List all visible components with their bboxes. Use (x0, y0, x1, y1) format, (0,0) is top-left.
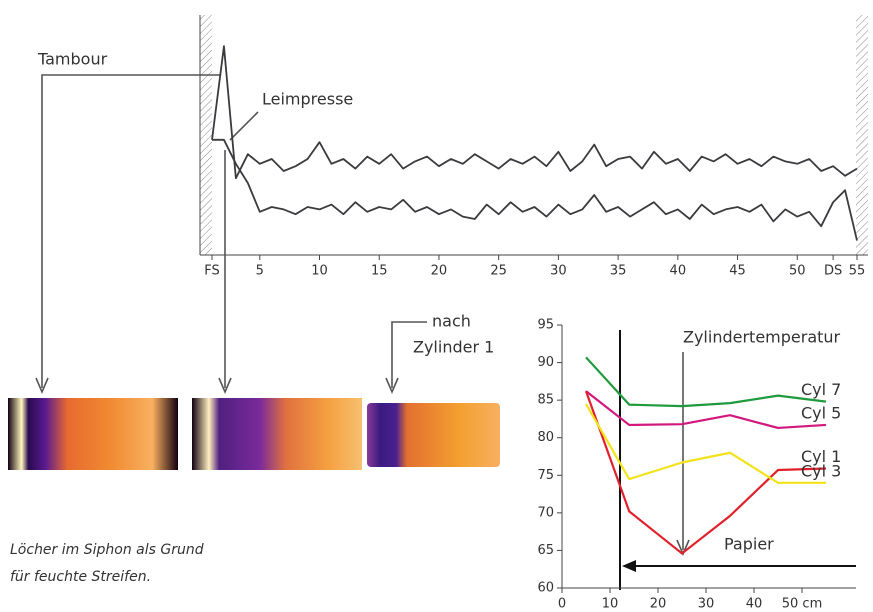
x-tick-label: 5 (256, 264, 264, 279)
arrow-head (385, 377, 399, 395)
arrow-head (218, 377, 232, 395)
annotation: Zylindertemperatur (683, 328, 841, 347)
x-tick-label: 40 (670, 264, 687, 279)
x-tick-label: 10 (602, 597, 619, 612)
x-tick-label: 35 (610, 264, 627, 279)
y-tick-label: 80 (537, 430, 554, 445)
y-tick-label: 90 (537, 355, 554, 370)
legend-label: Cyl 1 (801, 447, 841, 466)
x-tick-label: DS (824, 264, 842, 279)
x-tick-label: 15 (371, 264, 388, 279)
arrow (391, 321, 427, 388)
y-tick-label: 60 (537, 581, 554, 596)
x-tick-label: FS (204, 264, 220, 279)
annotation: Zylinder 1 (413, 338, 494, 357)
legend-label: Cyl 3 (801, 461, 841, 480)
wall (856, 15, 868, 255)
leader (229, 111, 259, 141)
arrow-head (35, 377, 49, 395)
annotation: Papier (724, 535, 774, 554)
y-tick-label: 70 (537, 505, 554, 520)
x-tick-label: 30 (550, 264, 567, 279)
series-line (585, 403, 826, 484)
series-line (585, 390, 827, 430)
legend-label: Cyl 5 (801, 403, 841, 422)
x-tick-label: 45 (729, 264, 746, 279)
series-line (584, 390, 827, 555)
annotation: Leimpresse (262, 90, 353, 109)
wall (200, 15, 212, 255)
annotation: nach (432, 312, 471, 331)
legend-label: Cyl 7 (801, 380, 841, 399)
x-tick-label: 20 (431, 264, 448, 279)
x-tick-label: 20 (650, 597, 667, 612)
thermal-image (8, 398, 178, 470)
x-tick-label: 25 (490, 264, 507, 279)
x-tick-label: 50 (789, 264, 806, 279)
y-tick-label: 75 (537, 468, 554, 483)
y-tick-label: 65 (537, 543, 554, 558)
x-tick-label: 0 (558, 597, 566, 612)
y-tick-label: 95 (537, 318, 554, 333)
annotation: Tambour (37, 50, 108, 69)
x-tick-label: 40 (746, 597, 763, 612)
y-tick-label: 85 (537, 393, 554, 408)
caption: für feuchte Streifen. (10, 569, 151, 585)
x-tick-label: 50 cm (782, 597, 823, 612)
thermal-image (367, 403, 500, 467)
series-line (211, 45, 858, 180)
arrow-head (622, 560, 636, 572)
x-tick-label: 30 (698, 597, 715, 612)
caption: Löcher im Siphon als Grund (10, 542, 204, 558)
x-tick-label: 10 (311, 264, 328, 279)
arrow (41, 74, 220, 388)
x-tick-label: 55 (849, 264, 866, 279)
series-line (585, 356, 827, 408)
thermal-image (192, 398, 362, 470)
series-line (212, 138, 858, 241)
